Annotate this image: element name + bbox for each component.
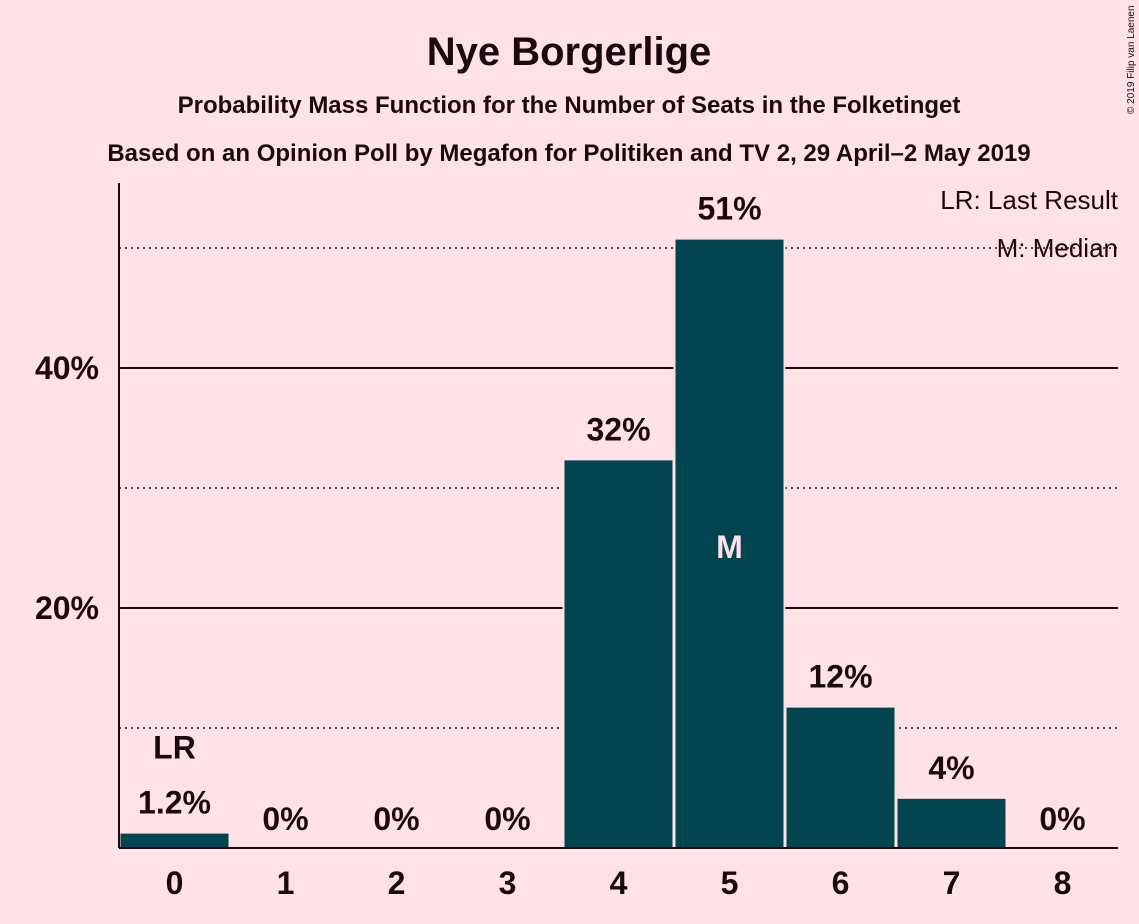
value-label: 4%: [928, 750, 974, 786]
value-label: 12%: [808, 659, 872, 695]
last-result-marker: LR: [153, 730, 196, 766]
x-tick-label: 2: [388, 865, 406, 901]
chart-title: Nye Borgerlige: [427, 30, 712, 74]
x-tick-label: 5: [721, 865, 739, 901]
legend-median: M: Median: [997, 233, 1118, 263]
y-tick-label: 20%: [35, 590, 99, 626]
x-tick-labels: 0 1 2 3 4 5 6 7 8: [166, 865, 1072, 901]
value-label: 0%: [262, 801, 308, 837]
y-tick-label: 40%: [35, 350, 99, 386]
chart-subtitle: Probability Mass Function for the Number…: [178, 92, 961, 119]
markers: LR M: [153, 529, 743, 766]
y-tick-labels: 20% 40%: [35, 350, 99, 626]
value-label: 51%: [697, 191, 761, 227]
copyright-note: © 2019 Filip van Laenen: [1126, 5, 1137, 114]
x-tick-label: 1: [277, 865, 295, 901]
bar: [564, 460, 673, 848]
bar: [897, 798, 1006, 848]
bars: [118, 237, 1008, 849]
x-tick-label: 4: [610, 865, 628, 901]
x-tick-label: 7: [943, 865, 961, 901]
x-tick-label: 3: [499, 865, 517, 901]
chart-subtitle-2: Based on an Opinion Poll by Megafon for …: [107, 140, 1030, 167]
bar: [675, 239, 784, 849]
value-labels: 1.2% 0% 0% 0% 32% 51% 12% 4% 0%: [138, 191, 1086, 837]
legend-last-result: LR: Last Result: [940, 185, 1119, 215]
x-tick-label: 0: [166, 865, 184, 901]
bar: [786, 707, 895, 848]
bar: [120, 833, 229, 848]
median-marker: M: [716, 529, 743, 565]
x-tick-label: 8: [1054, 865, 1072, 901]
value-label: 0%: [1039, 801, 1085, 837]
value-label: 0%: [373, 801, 419, 837]
value-label: 1.2%: [138, 785, 211, 821]
x-tick-label: 6: [832, 865, 850, 901]
value-label: 32%: [586, 411, 650, 447]
value-label: 0%: [484, 801, 530, 837]
